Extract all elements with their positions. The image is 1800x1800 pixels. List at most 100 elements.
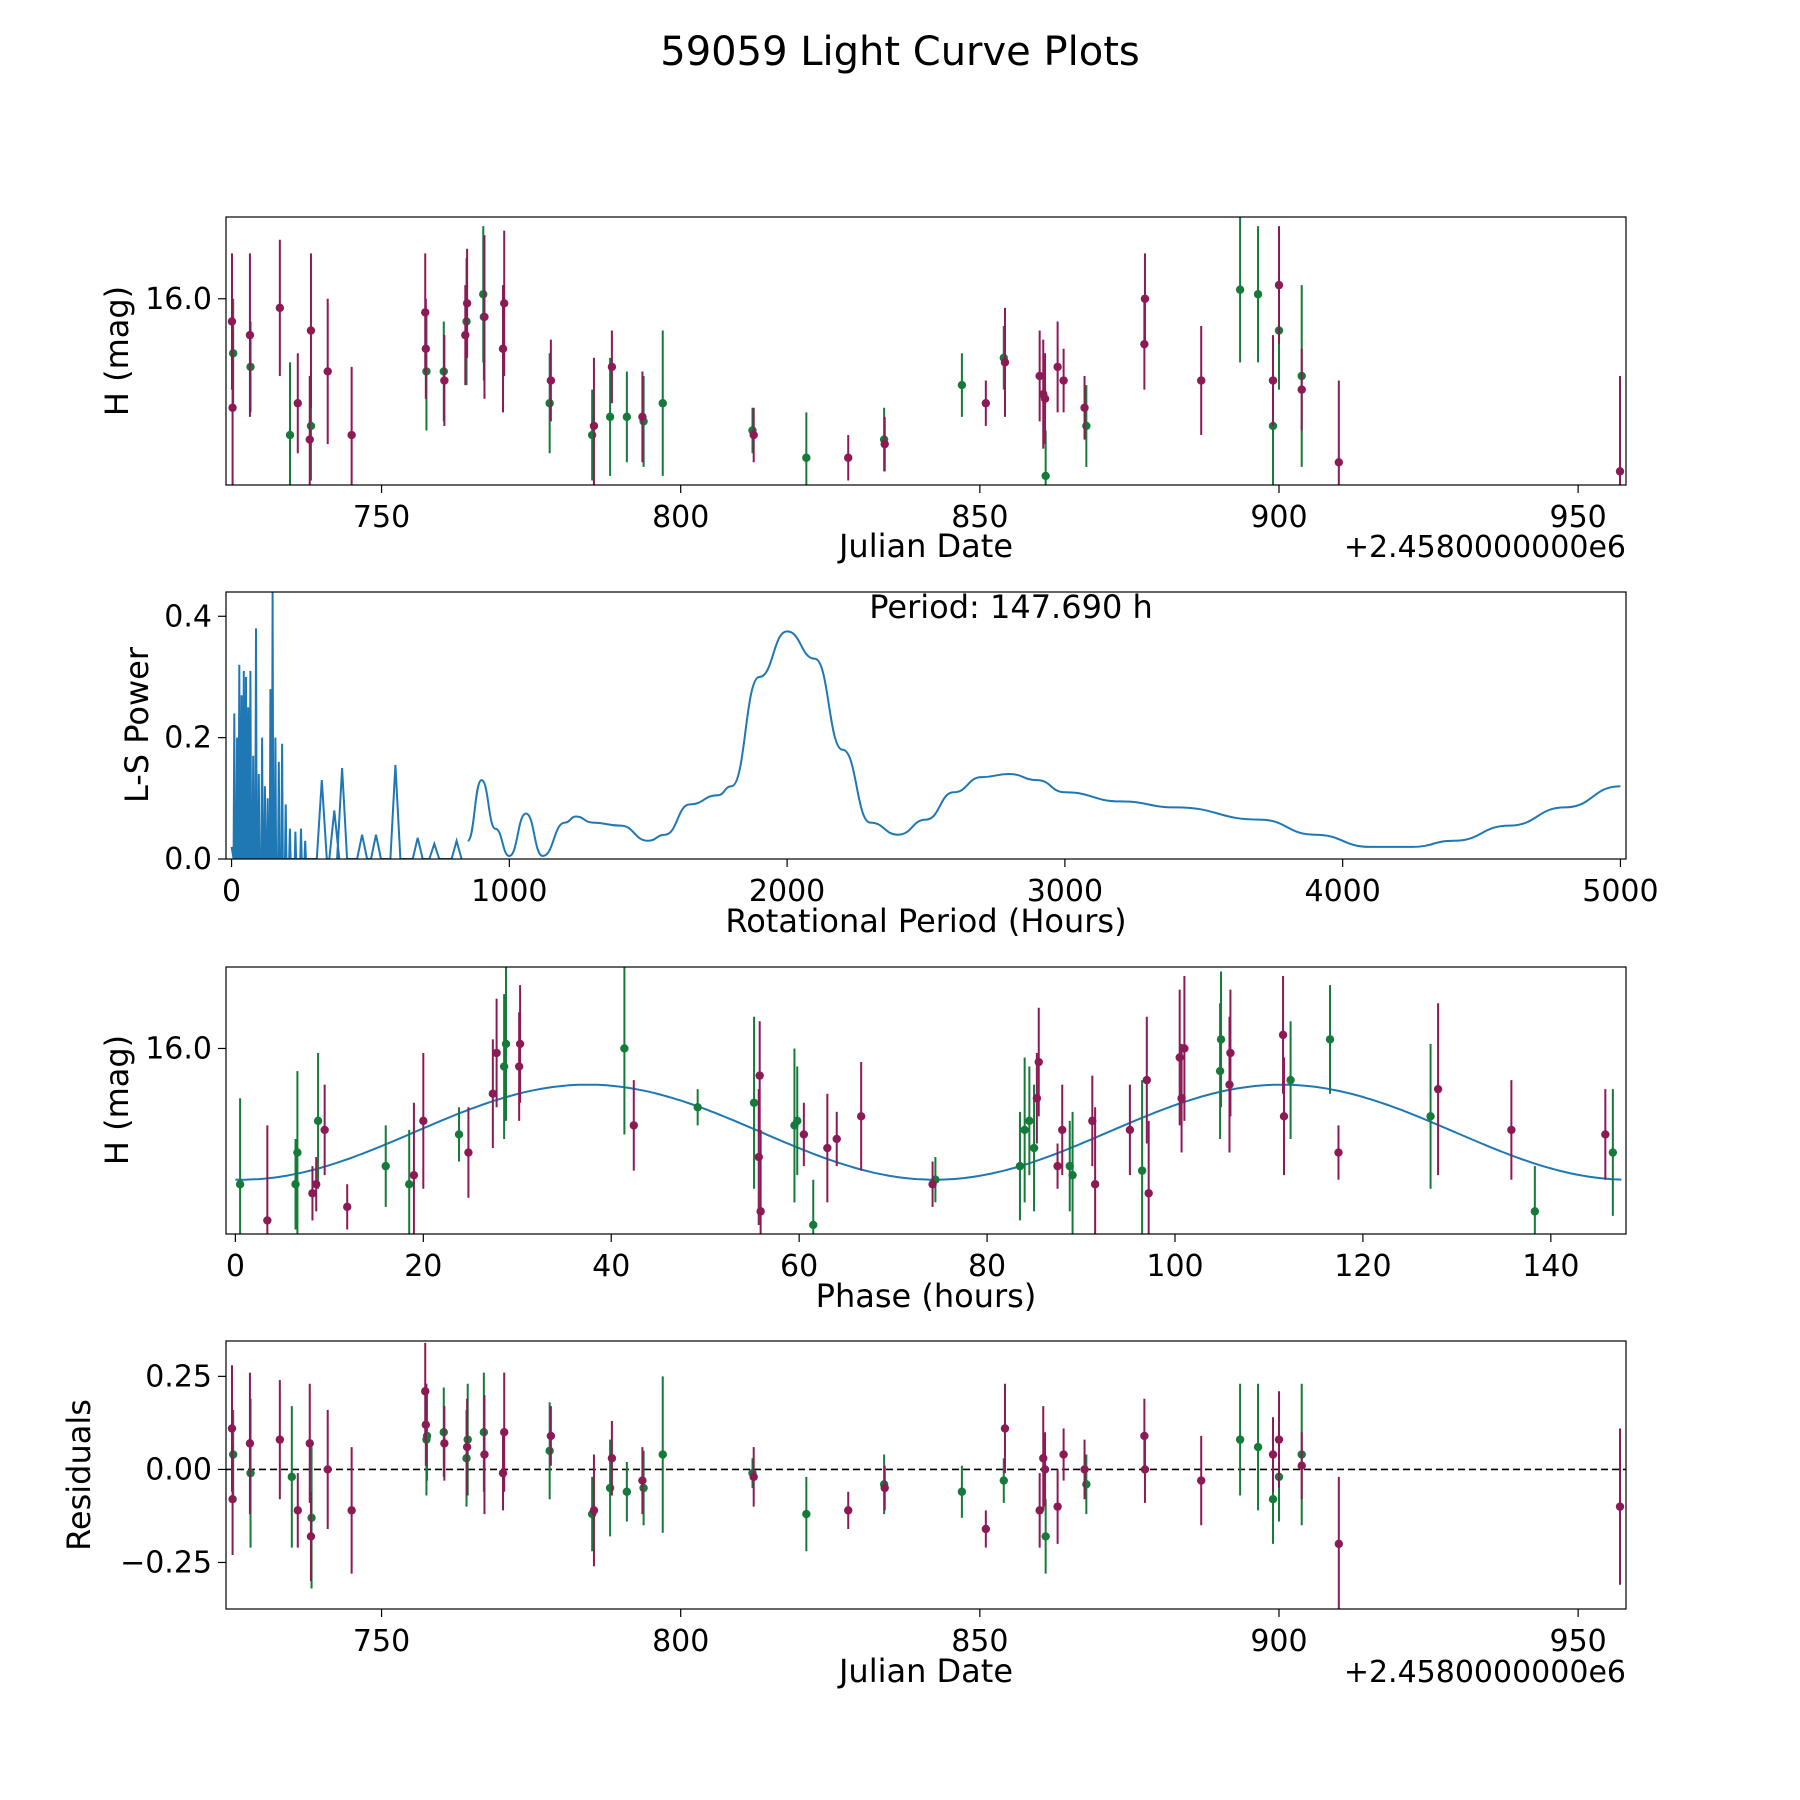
phased-magenta-point bbox=[312, 1180, 321, 1189]
lightcurve-magenta-point bbox=[1274, 280, 1284, 290]
phased-magenta-point bbox=[755, 1071, 764, 1080]
lightcurve-magenta-point bbox=[546, 376, 556, 385]
lightcurve-magenta-point bbox=[749, 430, 758, 440]
periodogram-ylabel: L-S Power bbox=[118, 646, 156, 803]
periodogram-xtick-label: 5000 bbox=[1582, 874, 1658, 909]
phased-green-point bbox=[1137, 1166, 1147, 1175]
residuals-green-point bbox=[622, 1487, 632, 1496]
phased-green-point bbox=[291, 1180, 300, 1189]
lightcurve-green-point bbox=[285, 430, 295, 440]
residuals-magenta-point bbox=[1000, 1424, 1010, 1433]
periodogram-xtick-label: 3000 bbox=[1027, 874, 1103, 909]
phased-green-point bbox=[749, 1098, 759, 1107]
residuals-magenta-point bbox=[305, 1439, 314, 1448]
lightcurve-magenta-point bbox=[981, 399, 991, 408]
phased-magenta-point bbox=[1058, 1125, 1067, 1135]
lightcurve-data-layer bbox=[227, 217, 1625, 485]
residuals-magenta-point bbox=[1035, 1506, 1044, 1515]
phased-green-point bbox=[793, 1116, 802, 1126]
residuals-green-point bbox=[1082, 1480, 1091, 1489]
residuals-magenta-point bbox=[1053, 1502, 1062, 1511]
residuals-magenta-point bbox=[638, 1476, 647, 1485]
residuals-magenta-point bbox=[607, 1454, 617, 1463]
phased-green-point bbox=[1029, 1143, 1039, 1153]
residuals-magenta-point bbox=[1040, 1465, 1050, 1474]
residuals-green-point bbox=[1253, 1442, 1263, 1452]
phased-magenta-point bbox=[754, 1152, 763, 1162]
phased-ytick-label: 16.0 bbox=[145, 1031, 212, 1066]
lightcurve-magenta-point bbox=[421, 344, 431, 353]
phased-xtick-label: 20 bbox=[404, 1249, 442, 1284]
lightcurve-magenta-point bbox=[323, 367, 332, 376]
lightcurve-magenta-point bbox=[1000, 358, 1010, 367]
phased-panel: 0 20 40 60 80 100 120 140 16.0 Phase (hours) H (… bbox=[98, 966, 1627, 1315]
lightcurve-magenta-point bbox=[275, 303, 285, 313]
phased-magenta-point bbox=[1175, 1053, 1184, 1062]
residuals-magenta-point bbox=[323, 1465, 332, 1474]
phased-magenta-point bbox=[515, 1039, 525, 1049]
phased-xtick-label: 0 bbox=[226, 1249, 245, 1284]
phased-magenta-point bbox=[1053, 1161, 1062, 1171]
lightcurve-magenta-point bbox=[589, 421, 599, 431]
periodogram-xtick-label: 2000 bbox=[749, 874, 825, 909]
phased-magenta-point bbox=[1180, 1044, 1189, 1053]
lightcurve-green-point bbox=[1235, 285, 1245, 294]
phased-magenta-point bbox=[629, 1121, 638, 1130]
periodogram-ytick-label: 0.2 bbox=[164, 721, 212, 756]
phased-green-point bbox=[501, 1039, 511, 1049]
phased-xtick-label: 80 bbox=[968, 1249, 1006, 1284]
lightcurve-green-point bbox=[479, 290, 488, 299]
residuals-magenta-point bbox=[880, 1483, 889, 1493]
residuals-magenta-point bbox=[589, 1506, 599, 1515]
residuals-magenta-point bbox=[1039, 1454, 1048, 1463]
lightcurve-magenta-point bbox=[228, 403, 237, 412]
periodogram-xtick-label: 4000 bbox=[1304, 874, 1380, 909]
lightcurve-magenta-point bbox=[461, 330, 470, 340]
lightcurve-magenta-point bbox=[1615, 467, 1625, 476]
phased-magenta-point bbox=[320, 1125, 329, 1135]
residuals-magenta-point bbox=[981, 1524, 991, 1534]
residuals-magenta-point bbox=[749, 1472, 758, 1482]
residuals-magenta-point bbox=[1140, 1465, 1150, 1474]
phased-green-point bbox=[1426, 1112, 1435, 1121]
lightcurve-magenta-point bbox=[347, 430, 356, 440]
phased-xtick-label: 100 bbox=[1146, 1249, 1203, 1284]
periodogram-ytick-label: 0.0 bbox=[164, 842, 212, 877]
phased-green-point bbox=[405, 1180, 414, 1189]
residuals-magenta-point bbox=[227, 1424, 237, 1433]
phased-xtick-label: 120 bbox=[1334, 1249, 1391, 1284]
residuals-green-point bbox=[1268, 1494, 1278, 1504]
phased-green-point bbox=[381, 1161, 390, 1171]
residuals-ytick-label: 0.00 bbox=[145, 1452, 212, 1487]
phased-green-point bbox=[1020, 1125, 1029, 1135]
lightcurve-green-point bbox=[1041, 471, 1050, 481]
phased-magenta-point bbox=[856, 1112, 866, 1121]
phased-magenta-point bbox=[464, 1148, 473, 1157]
lightcurve-green-point bbox=[957, 380, 967, 390]
lightcurve-magenta-point bbox=[1334, 458, 1344, 467]
lightcurve-magenta-point bbox=[1197, 376, 1206, 385]
residuals-magenta-point bbox=[1274, 1435, 1284, 1444]
periodogram-data-layer bbox=[230, 592, 1621, 859]
residuals-green-point bbox=[1235, 1435, 1245, 1444]
residuals-green-point bbox=[545, 1446, 554, 1456]
phased-green-point bbox=[1216, 1035, 1226, 1044]
phased-magenta-point bbox=[1601, 1130, 1610, 1139]
periodogram-short-period-line bbox=[230, 592, 463, 859]
phased-green-point bbox=[1015, 1161, 1025, 1171]
lightcurve-magenta-point bbox=[245, 330, 255, 340]
residuals-magenta-point bbox=[1268, 1450, 1278, 1459]
lightcurve-magenta-point bbox=[1080, 403, 1089, 412]
residuals-magenta-point bbox=[1334, 1539, 1344, 1549]
phased-magenta-point bbox=[409, 1170, 419, 1180]
residuals-ylabel: Residuals bbox=[60, 1399, 98, 1551]
residuals-green-point bbox=[422, 1431, 432, 1441]
phased-model-curve bbox=[235, 1083, 1622, 1181]
residuals-xtick-label: 900 bbox=[1250, 1624, 1307, 1659]
phased-green-point bbox=[620, 1044, 629, 1053]
periodogram-ytick-label: 0.4 bbox=[164, 599, 212, 634]
periodogram-long-period-line bbox=[466, 630, 1621, 858]
lightcurve-green-point bbox=[587, 430, 597, 440]
lightcurve-magenta-point bbox=[1059, 376, 1068, 385]
